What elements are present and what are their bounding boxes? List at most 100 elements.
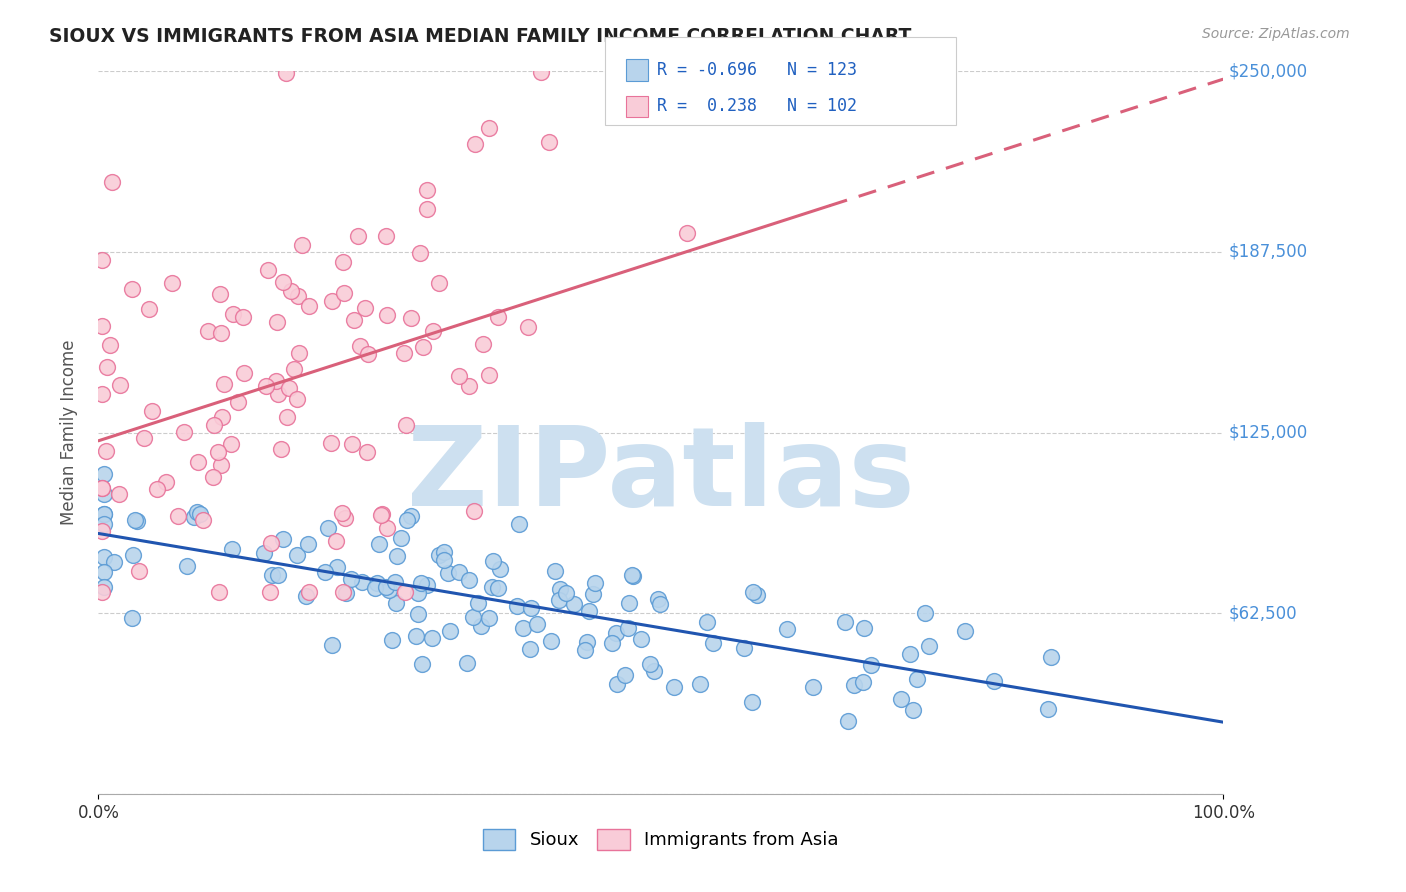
Point	[436, 566, 458, 580]
Point	[343, 313, 366, 327]
Point	[226, 394, 249, 409]
Point	[409, 246, 432, 260]
Point	[630, 632, 652, 646]
Text: $125,000: $125,000	[1229, 424, 1308, 442]
Point	[648, 597, 671, 611]
Point	[232, 310, 254, 325]
Point	[859, 657, 882, 672]
Point	[478, 611, 501, 625]
Point	[93, 580, 115, 594]
Point	[340, 572, 363, 586]
Point	[733, 640, 755, 655]
Point	[574, 642, 596, 657]
Point	[193, 513, 215, 527]
Point	[481, 580, 503, 594]
Point	[420, 632, 443, 646]
Point	[207, 584, 229, 599]
Point	[298, 584, 321, 599]
Point	[384, 575, 406, 590]
Point	[276, 66, 298, 80]
Point	[478, 121, 501, 136]
Point	[394, 418, 416, 433]
Point	[464, 137, 486, 152]
Point	[93, 549, 115, 564]
Point	[93, 565, 115, 579]
Point	[543, 564, 565, 578]
Point	[314, 565, 336, 579]
Point	[267, 567, 290, 582]
Point	[837, 714, 859, 728]
Point	[583, 576, 606, 591]
Point	[267, 386, 290, 401]
Point	[918, 639, 941, 653]
Point	[346, 228, 368, 243]
Point	[606, 677, 628, 691]
Point	[481, 554, 503, 568]
Point	[486, 310, 509, 324]
Point	[900, 647, 922, 661]
Point	[364, 582, 387, 596]
Point	[853, 621, 876, 635]
Point	[696, 615, 718, 629]
Point	[335, 511, 357, 525]
Point	[470, 619, 492, 633]
Text: $62,500: $62,500	[1229, 604, 1298, 623]
Point	[93, 507, 115, 521]
Point	[96, 359, 118, 374]
Point	[662, 680, 685, 694]
Point	[90, 584, 112, 599]
Point	[508, 517, 530, 532]
Point	[457, 573, 479, 587]
Point	[411, 657, 433, 671]
Point	[742, 584, 765, 599]
Point	[283, 362, 305, 376]
Point	[271, 275, 294, 289]
Point	[207, 445, 229, 459]
Point	[90, 318, 112, 333]
Point	[138, 301, 160, 316]
Point	[197, 324, 219, 338]
Point	[842, 678, 865, 692]
Point	[270, 442, 292, 457]
Point	[367, 537, 389, 551]
Point	[187, 455, 209, 469]
Point	[219, 436, 242, 450]
Point	[370, 508, 392, 522]
Point	[167, 509, 190, 524]
Point	[209, 326, 232, 340]
Point	[416, 183, 439, 197]
Point	[141, 403, 163, 417]
Point	[146, 482, 169, 496]
Point	[124, 513, 146, 527]
Point	[201, 470, 224, 484]
Point	[353, 301, 375, 315]
Point	[914, 606, 936, 620]
Point	[638, 657, 661, 672]
Point	[155, 475, 177, 489]
Point	[280, 285, 302, 299]
Point	[602, 635, 624, 649]
Point	[122, 549, 145, 563]
Point	[399, 310, 422, 325]
Point	[375, 521, 398, 535]
Point	[901, 703, 924, 717]
Point	[439, 624, 461, 639]
Point	[100, 175, 122, 189]
Point	[378, 582, 401, 597]
Point	[257, 263, 280, 277]
Point	[516, 319, 538, 334]
Point	[463, 504, 485, 518]
Point	[356, 445, 378, 459]
Point	[325, 533, 347, 548]
Text: $250,000: $250,000	[1229, 62, 1308, 80]
Point	[260, 535, 283, 549]
Point	[381, 633, 404, 648]
Point	[389, 532, 412, 546]
Point	[96, 443, 118, 458]
Point	[406, 586, 429, 600]
Point	[349, 339, 371, 353]
Point	[547, 593, 569, 607]
Point	[134, 431, 156, 445]
Point	[285, 392, 308, 407]
Point	[676, 226, 699, 240]
